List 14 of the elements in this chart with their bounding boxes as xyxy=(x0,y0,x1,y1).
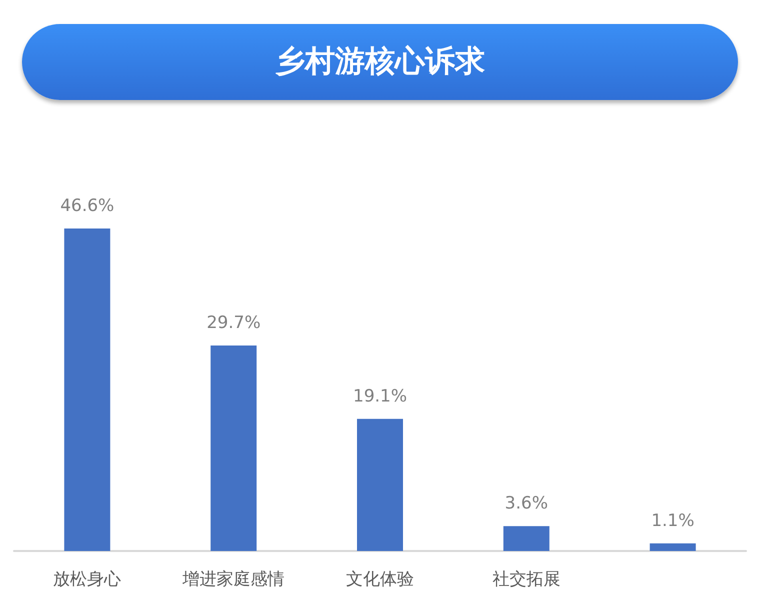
data-label: 29.7% xyxy=(206,312,261,333)
bar xyxy=(64,228,110,551)
x-tick-label: 社交拓展 xyxy=(492,570,560,590)
bar xyxy=(503,526,550,551)
x-tick-label: 文化体验 xyxy=(346,570,414,590)
data-label: 3.6% xyxy=(504,494,548,514)
x-tick-label: 增进家庭感情 xyxy=(182,570,285,590)
bar xyxy=(357,418,403,551)
bar xyxy=(650,543,696,551)
data-label: 46.6% xyxy=(60,196,114,216)
data-label: 19.1% xyxy=(352,386,408,406)
bar xyxy=(210,345,257,551)
data-label: 1.1% xyxy=(651,510,694,531)
x-tick-label: 放松身心 xyxy=(53,570,122,590)
